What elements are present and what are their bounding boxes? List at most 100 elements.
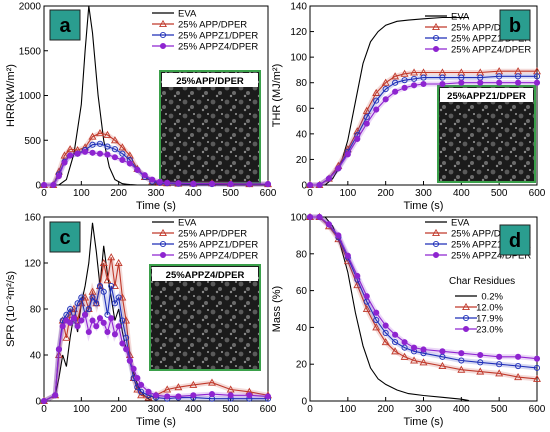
data-point-marker [363,120,370,127]
data-point-marker [145,388,152,395]
data-point-marker [373,316,380,324]
data-point-marker [104,311,111,318]
data-point-marker [515,79,522,86]
data-point-marker [227,181,234,188]
data-point-marker [163,385,172,393]
data-point-marker [63,311,70,318]
data-point-marker [85,305,92,313]
panel-label-box [499,9,531,41]
data-point-marker [477,359,484,366]
data-point-marker [496,73,503,80]
data-point-marker [392,339,399,346]
panel-label-box [49,221,81,253]
legend-entry: 25% APP/DPER [451,229,520,240]
data-point-marker [111,331,118,338]
data-point-marker [119,150,126,157]
data-point-marker [381,337,390,346]
y-axis-label: HRR(kW/m²) [5,64,17,127]
x-tick-label: 300 [148,188,165,199]
data-point-marker [138,381,145,388]
data-point-marker [85,328,92,336]
y-tick-label: 100 [290,213,307,224]
photo-frame [159,70,261,184]
residue-value: 23.0% [476,325,503,336]
y-tick-label: 120 [290,27,307,38]
residue-value: 17.9% [476,314,503,325]
data-point-marker [316,213,323,221]
data-point-marker [100,319,107,326]
data-point-marker [362,304,371,313]
x-axis-label: Time (s) [136,416,176,428]
data-point-marker [96,140,104,147]
photo-caption-bg [162,73,258,87]
data-point-marker [93,300,100,307]
data-point-marker [420,74,427,81]
data-point-marker [514,372,523,381]
data-point-marker [126,357,133,364]
data-point-marker [410,344,418,351]
data-point-marker [458,357,465,364]
data-point-marker [382,96,389,103]
y-axis-label: Mass (%) [271,286,283,332]
y-tick-label: 80 [30,305,42,316]
y-tick-label: 80 [296,249,308,260]
series-line [43,284,268,402]
data-point-marker [60,151,69,159]
panel-label: a [59,15,71,37]
legend-entry: 25% APPZ4/DPER [451,45,531,56]
data-point-marker [410,82,418,89]
data-point-marker [410,356,419,364]
data-point-marker [89,149,96,156]
data-point-marker [89,317,96,324]
residue-marker [462,302,470,311]
data-point-marker [401,84,408,91]
x-tick-label: 500 [491,188,508,199]
panel-label: c [59,227,70,249]
data-point-marker [134,374,141,382]
x-tick-label: 200 [377,188,394,199]
data-point-marker [110,136,119,144]
x-tick-label: 600 [260,404,277,415]
data-point-marker [439,80,446,88]
photo-caption: 25%APPZ1/DPER [447,91,526,102]
data-point-marker [344,151,351,158]
data-point-marker [190,180,197,187]
series-25-appz4-dper [306,213,541,362]
legend-marker [159,31,167,39]
data-point-marker [67,319,74,326]
data-point-marker [208,180,216,187]
legend-entry: 25% APP/DPER [178,20,247,31]
data-point-marker [119,340,126,347]
data-point-marker [382,322,389,329]
legend-marker [159,240,167,248]
data-point-marker [401,339,408,346]
data-point-marker [54,350,63,359]
x-tick-label: 400 [185,404,202,415]
data-point-marker [111,146,118,153]
legend-marker [159,42,167,50]
data-point-marker [82,311,89,318]
char-residue-photo: 25%APPZ4/DPER [149,264,261,371]
x-axis-label: Time (s) [136,200,176,212]
data-point-marker [392,331,399,338]
data-point-marker [137,391,146,399]
series-eva [44,5,145,186]
data-point-marker [40,397,48,405]
data-point-marker [40,181,48,189]
data-point-marker [400,352,409,360]
y-tick-label: 20 [296,360,308,371]
legend-marker [159,228,167,237]
data-point-marker [373,309,380,316]
x-tick-label: 300 [415,188,432,199]
data-point-marker [226,385,235,393]
legend-entry: 25% APP/DPER [178,229,247,240]
data-point-marker [99,258,108,267]
y-tick-label: 80 [296,78,308,89]
legend-marker [432,22,440,31]
x-tick-label: 0 [307,188,313,199]
data-point-marker [67,152,74,159]
x-tick-label: 600 [260,188,277,199]
legend-entry: EVA [178,9,197,20]
x-tick-label: 100 [339,188,356,199]
